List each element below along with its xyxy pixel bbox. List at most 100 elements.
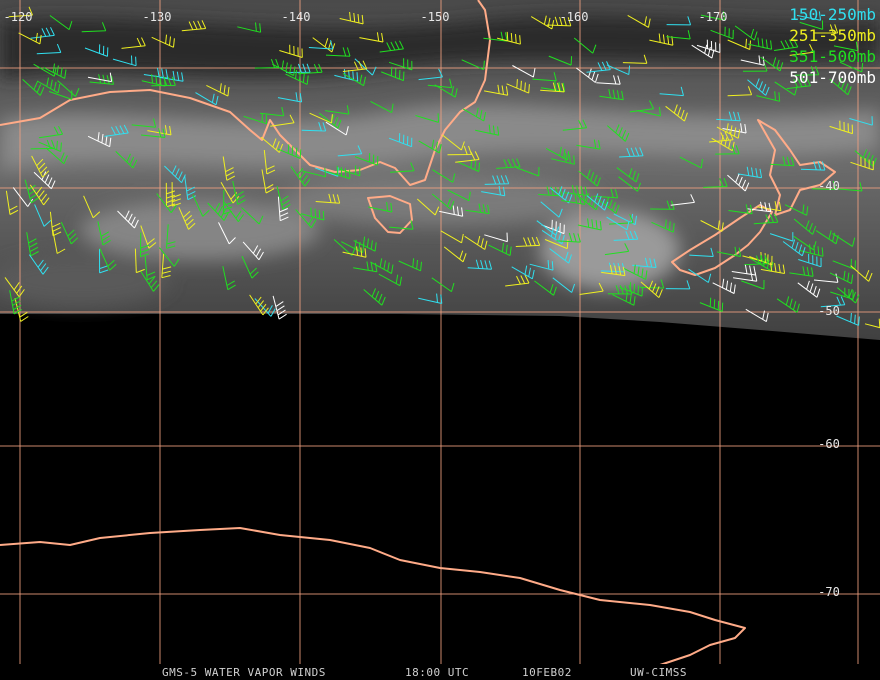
wind-barb (606, 216, 630, 231)
wind-barb (447, 189, 471, 202)
wind-barb (540, 82, 565, 93)
wind-barb (416, 198, 440, 216)
wind-barb (737, 166, 763, 179)
wind-barb (158, 247, 180, 267)
wind-barb (850, 265, 873, 282)
wind-barb (606, 124, 630, 142)
wind-barb (285, 69, 309, 85)
wind-barb (241, 207, 264, 225)
wind-barb (799, 244, 824, 257)
wind-barb (418, 139, 442, 154)
wind-barb (639, 279, 665, 289)
wind-barb (756, 91, 781, 102)
wind-barb (829, 120, 853, 135)
wind-barb (192, 194, 210, 217)
wind-barb (286, 63, 311, 73)
wind-barb (359, 32, 384, 43)
wind-barb (49, 211, 62, 237)
wind-barb (222, 189, 233, 215)
wind-barb (81, 22, 107, 33)
wind-barb (607, 285, 633, 295)
wind-barb (541, 227, 565, 245)
wind-barb (464, 235, 488, 250)
wind-barb (241, 255, 259, 279)
wind-barb (789, 43, 814, 56)
coastlines (0, 0, 836, 666)
wind-barb (36, 43, 62, 55)
latitude-label: -70 (818, 585, 840, 599)
wind-barb (623, 264, 648, 280)
wind-barb (115, 151, 138, 169)
wind-barb (832, 232, 856, 247)
graticule (0, 0, 880, 664)
wind-barb (747, 37, 773, 50)
wind-barb (301, 122, 327, 132)
wind-barb (636, 106, 661, 117)
wind-barb (815, 230, 839, 245)
wind-barb (505, 274, 530, 287)
wind-barb (793, 235, 817, 251)
wind-barb (710, 26, 734, 40)
wind-barb (295, 209, 317, 229)
wind-barbs (4, 6, 880, 329)
wind-barb (254, 58, 280, 69)
wind-barb (715, 145, 740, 155)
antarctica-coast (0, 527, 746, 666)
wind-barb (665, 280, 691, 290)
wind-barb (134, 248, 145, 274)
wind-barb (290, 166, 311, 187)
wind-barb (731, 264, 756, 276)
wind-barb (325, 105, 350, 115)
wind-barb (272, 60, 296, 76)
wind-barb (744, 255, 769, 266)
wind-barb (34, 204, 52, 227)
wind-barb (838, 182, 863, 192)
wind-barb (318, 112, 342, 129)
wind-barb (813, 273, 839, 283)
wind-barb (709, 131, 734, 143)
wind-barb (14, 297, 29, 322)
wind-barb (606, 64, 631, 76)
wind-barb (601, 264, 626, 277)
wind-barb (439, 205, 464, 217)
wind-barb (794, 66, 820, 76)
wind-barb (276, 185, 291, 210)
wind-barb (612, 292, 636, 306)
wind-barb (688, 268, 712, 283)
longitude-label: -150 (421, 10, 450, 24)
grid-labels: -120 -130 -140 -150 -160 -170 -40 -50 -60 -70 (4, 10, 840, 599)
wind-barb (302, 167, 327, 178)
wind-barb (850, 156, 874, 171)
wind-barb (689, 247, 714, 257)
wind-barb (515, 236, 541, 247)
wind-barb (381, 66, 405, 82)
wind-barb (442, 134, 465, 151)
wind-barb (259, 106, 285, 117)
wind-barb (60, 221, 79, 245)
footer-time: 18:00 UTC (405, 666, 469, 679)
wind-barb (151, 76, 176, 87)
wind-barb (30, 27, 55, 39)
australia-coast (0, 0, 491, 186)
wind-barb (839, 61, 864, 73)
wind-barb (418, 293, 443, 304)
wind-barb (87, 132, 112, 148)
wind-barb (484, 84, 509, 96)
wind-barb (616, 167, 640, 183)
wind-barb (263, 149, 276, 175)
wind-barb (696, 39, 721, 53)
wind-barb (604, 243, 630, 256)
wind-barb (342, 60, 368, 72)
wind-barb (711, 135, 735, 152)
wind-barb (586, 61, 611, 73)
wind-barb (342, 246, 367, 258)
wind-barb (104, 124, 129, 137)
wind-barb (237, 22, 262, 33)
wind-barb (418, 68, 443, 81)
wind-barb (516, 166, 540, 177)
wind-barb (649, 33, 674, 46)
wind-barb (577, 218, 602, 231)
wind-barb (782, 239, 806, 257)
wind-barb (370, 258, 394, 274)
